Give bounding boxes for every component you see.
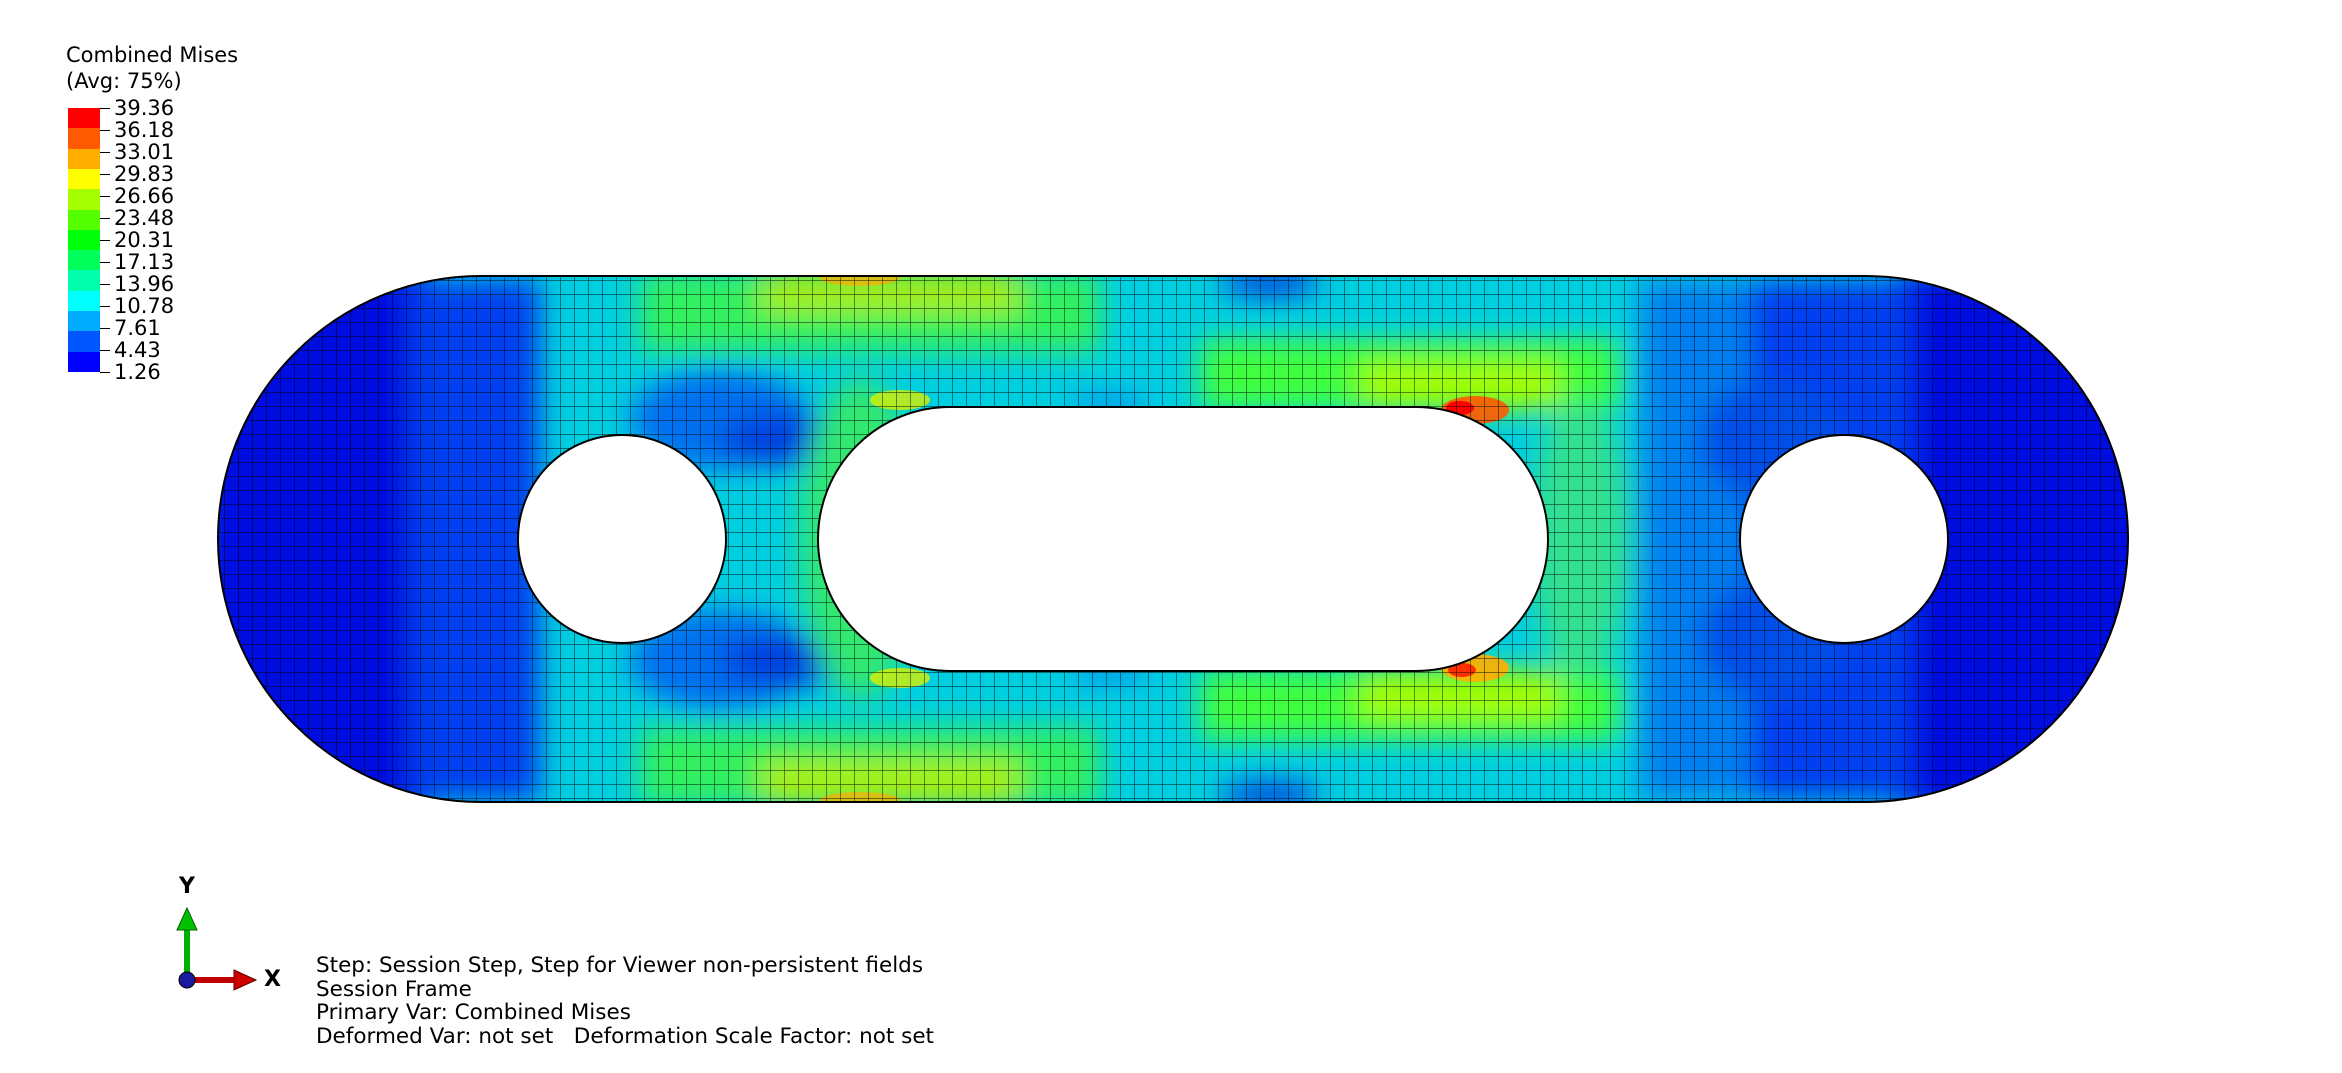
link-plate <box>218 276 2128 802</box>
legend-subtitle: (Avg: 75%) <box>66 69 182 93</box>
legend-value: 23.48 <box>114 206 175 230</box>
info-primary-var: Primary Var: Combined Mises <box>316 1000 631 1025</box>
legend-value: 10.78 <box>114 294 175 318</box>
info-deformed-var: Deformed Var: not set Deformation Scale … <box>316 1023 934 1049</box>
legend-value: 26.66 <box>114 184 175 208</box>
legend-swatch <box>68 229 100 251</box>
y-axis-label: Y <box>179 874 195 899</box>
legend-swatch <box>68 148 100 170</box>
legend-tick <box>100 262 110 263</box>
legend-swatch <box>68 270 100 292</box>
legend-value: 20.31 <box>114 228 175 252</box>
legend-tick <box>100 196 110 197</box>
legend-tick <box>100 306 110 307</box>
legend-swatch <box>68 351 100 373</box>
legend-swatch <box>68 108 100 129</box>
legend-value: 39.36 <box>114 96 175 120</box>
legend-value: 13.96 <box>114 272 175 296</box>
legend-value: 7.61 <box>114 316 161 340</box>
legend-swatch <box>68 189 100 211</box>
legend-swatch <box>68 209 100 231</box>
legend-swatch <box>68 250 100 271</box>
info-frame: Session Frame <box>316 976 472 1002</box>
x-axis-label: X <box>264 967 281 992</box>
legend-swatch <box>68 128 100 150</box>
legend-swatch <box>68 168 100 190</box>
legend-tick <box>100 108 110 109</box>
legend-swatch <box>68 311 100 332</box>
legend-tick <box>100 350 110 351</box>
legend-title: Combined Mises <box>66 43 239 67</box>
legend-color-bar <box>68 108 100 373</box>
legend-swatch <box>68 290 100 312</box>
legend-value: 29.83 <box>114 162 175 186</box>
triad-arrows-icon <box>176 906 258 991</box>
axis-triad: Y X <box>160 874 300 1010</box>
info-step: Step: Session Step, Step for Viewer non-… <box>316 953 924 978</box>
legend-tick <box>100 174 110 175</box>
legend-tick <box>100 130 110 131</box>
legend-tick <box>100 240 110 241</box>
legend-tick <box>100 152 110 153</box>
plate-outline <box>217 275 2129 803</box>
legend-tick <box>100 328 110 329</box>
legend-value: 1.26 <box>114 360 161 384</box>
legend-value: 36.18 <box>114 118 175 142</box>
legend-swatch <box>68 331 100 353</box>
legend-tick <box>100 372 110 373</box>
viewport-info: Step: Session Step, Step for Viewer non-… <box>316 954 934 1048</box>
legend-value: 4.43 <box>114 338 161 362</box>
legend-tick <box>100 218 110 219</box>
contour-legend: Combined Mises (Avg: 75%) 39.36 36.18 33.0… <box>66 42 266 384</box>
legend-tick <box>100 284 110 285</box>
legend-value: 17.13 <box>114 250 175 274</box>
legend-value: 33.01 <box>114 140 175 164</box>
